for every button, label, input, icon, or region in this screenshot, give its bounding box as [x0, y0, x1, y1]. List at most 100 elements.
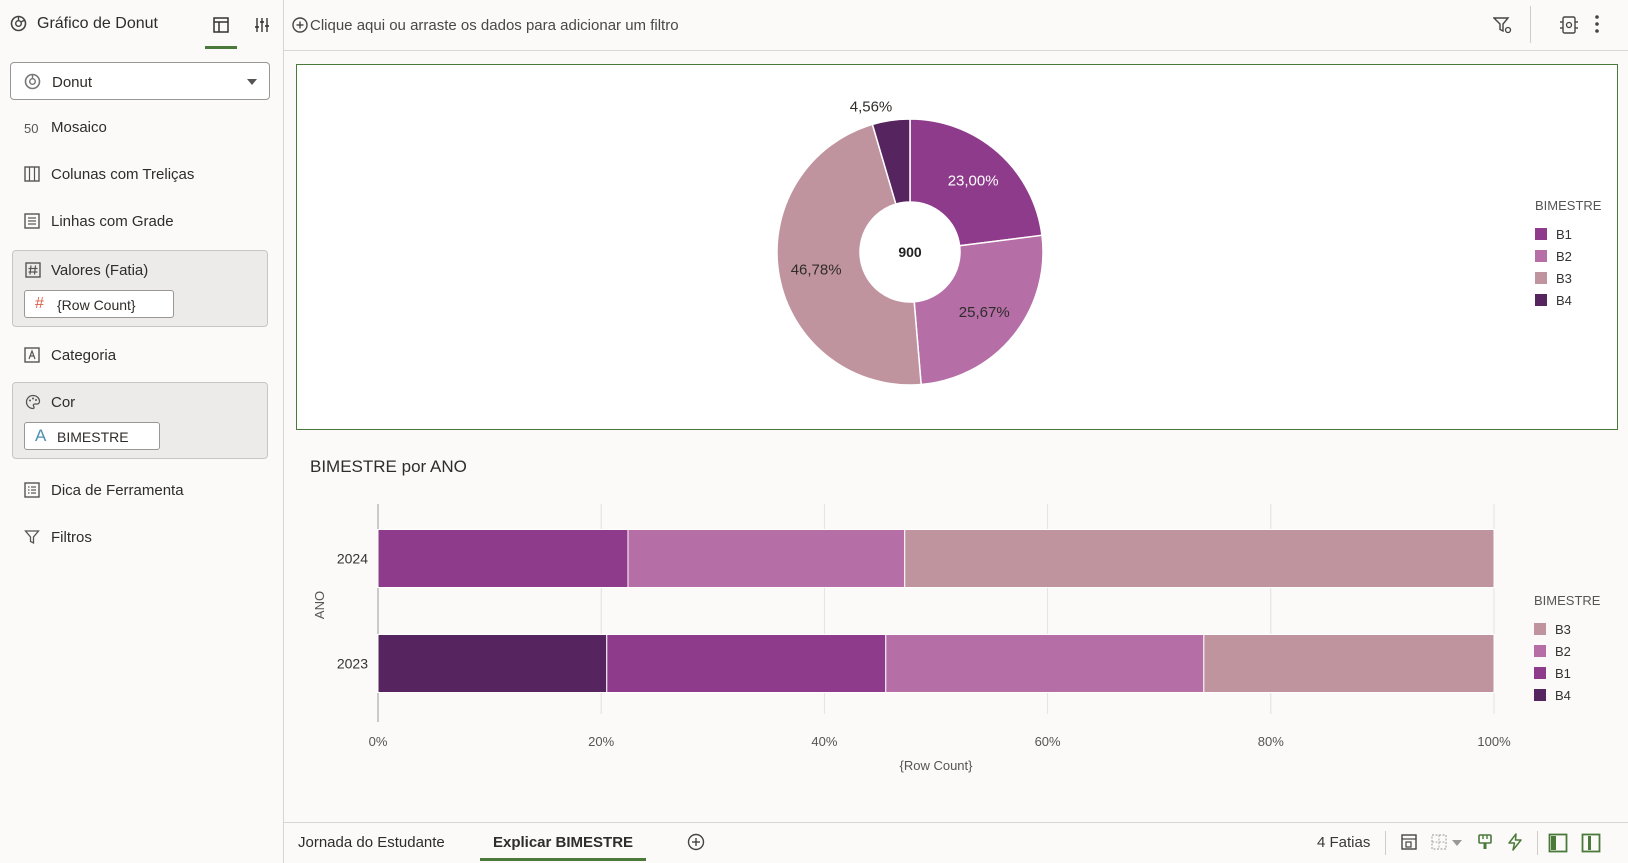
donut-slice-label: 4,56% — [850, 99, 893, 116]
bar-segment-2023-b1[interactable] — [606, 634, 887, 693]
panel-title: Gráfico de Donut — [37, 15, 158, 32]
auto-apply-icon[interactable] — [1506, 833, 1524, 851]
legend-label: B4 — [1556, 293, 1572, 308]
sliders-icon — [255, 18, 269, 32]
pill-label: {Row Count} — [57, 297, 136, 313]
chart-type-value: Donut — [52, 74, 93, 91]
legend-swatch — [1535, 228, 1547, 240]
section-label: Colunas com Treliças — [51, 166, 195, 183]
grid-layout-icon[interactable] — [1430, 833, 1448, 851]
canvas-properties-icon[interactable] — [1400, 833, 1418, 851]
add-canvas-icon[interactable] — [687, 833, 705, 851]
bar-chart-title: BIMESTRE por ANO — [310, 457, 467, 476]
section-label: Mosaico — [51, 119, 107, 136]
donut-slice-b3[interactable] — [776, 123, 922, 386]
y-tick-label: 2024 — [337, 551, 368, 567]
donut-chart[interactable]: 23,00% 25,67% 46,78% 4,56% 900 — [297, 65, 1617, 429]
donut-slice-label: 25,67% — [959, 304, 1010, 321]
donut-legend-title: BIMESTRE — [1535, 198, 1602, 213]
donut-slice-b2[interactable] — [913, 234, 1044, 386]
y-tick-label: 2023 — [337, 656, 368, 672]
bar-segment-2024-b2[interactable] — [627, 529, 906, 588]
bar-segment-2023-b4[interactable] — [377, 634, 608, 693]
bar-segment-2024-b3[interactable] — [904, 529, 1495, 588]
text-box-icon — [24, 347, 40, 363]
values-drop-zone[interactable]: Valores (Fatia) # {Row Count} — [12, 250, 268, 327]
layout-icon — [213, 17, 229, 33]
y-axis-title: ANO — [312, 591, 327, 619]
filter-bar[interactable]: Clique aqui ou arraste os dados para adi… — [284, 0, 1628, 51]
x-tick-label: 0% — [369, 734, 388, 749]
legend-swatch — [1534, 689, 1546, 701]
toolbar-divider — [1385, 831, 1386, 855]
x-tick-label: 100% — [1477, 734, 1511, 749]
bar-chart-panel[interactable]: BIMESTRE por ANO 0% 20% 40% 60% 80% 100% {Row … — [296, 444, 1618, 822]
mosaic-icon: 50 — [24, 121, 39, 136]
dashboard-filter-icon[interactable] — [1559, 15, 1579, 35]
bar-segment-2023-b2[interactable] — [885, 634, 1205, 693]
section-category[interactable]: Categoria — [12, 340, 268, 370]
section-grid-rows[interactable]: Linhas com Grade — [12, 206, 268, 236]
section-label: Linhas com Grade — [51, 213, 174, 230]
section-label: Filtros — [51, 529, 92, 546]
donut-chart-icon — [10, 15, 27, 32]
section-mosaic[interactable]: 50 Mosaico — [12, 112, 268, 142]
x-tick-label: 80% — [1258, 734, 1284, 749]
hash-icon: # — [35, 295, 44, 312]
color-pill[interactable]: A BIMESTRE — [24, 422, 160, 450]
toolbar-divider — [1537, 831, 1538, 855]
brush-icon[interactable] — [1476, 833, 1494, 851]
section-filters[interactable]: Filtros — [12, 522, 268, 552]
tab-explicar-bimestre[interactable]: Explicar BIMESTRE — [493, 834, 634, 851]
x-tick-label: 60% — [1035, 734, 1061, 749]
donut-slice-b4[interactable] — [871, 118, 911, 205]
donut-slice-label: 23,00% — [948, 172, 999, 189]
x-tick-label: 20% — [588, 734, 614, 749]
section-label: Valores (Fatia) — [51, 262, 149, 279]
section-label: Dica de Ferramenta — [51, 482, 184, 499]
legend-label: B2 — [1556, 249, 1572, 264]
bar-segment-2024-b1[interactable] — [377, 529, 629, 588]
stacked-bar-chart[interactable]: 0% 20% 40% 60% 80% 100% {Row Count} ANO 2024 2023 — [296, 444, 1618, 822]
more-options-icon[interactable] — [1594, 14, 1600, 34]
donut-chart-panel[interactable]: 23,00% 25,67% 46,78% 4,56% 900 BIMESTRE B1 B2… — [296, 64, 1618, 430]
grammar-panel: Gráfico de Donut — [0, 0, 284, 863]
filter-settings-icon[interactable] — [1493, 16, 1513, 35]
canvas-tab-bar: Jornada do Estudante Explicar BIMESTRE 4… — [284, 822, 1628, 863]
legend-swatch — [1534, 645, 1546, 657]
legend-label: B1 — [1555, 666, 1571, 681]
pill-label: BIMESTRE — [57, 429, 129, 445]
legend-label: B4 — [1555, 688, 1571, 703]
active-tab-indicator — [480, 858, 646, 861]
section-trellis-columns[interactable]: Colunas com Treliças — [12, 159, 268, 189]
color-drop-zone[interactable]: Cor A BIMESTRE — [12, 382, 268, 459]
properties-tab-button[interactable] — [248, 13, 276, 37]
donut-chart-icon — [24, 73, 41, 90]
legend-swatch — [1534, 667, 1546, 679]
section-tooltip[interactable]: Dica de Ferramenta — [12, 475, 268, 505]
bar-segment-2023-b3[interactable] — [1203, 634, 1495, 693]
x-axis-title: {Row Count} — [900, 758, 974, 773]
bar-legend-title: BIMESTRE — [1534, 593, 1601, 608]
values-pill[interactable]: # {Row Count} — [24, 290, 174, 318]
legend-swatch — [1535, 294, 1547, 306]
donut-center-total: 900 — [898, 244, 922, 260]
right-panel-toggle-icon[interactable] — [1581, 833, 1601, 853]
filter-placeholder[interactable]: Clique aqui ou arraste os dados para adi… — [310, 17, 679, 34]
section-label: Cor — [51, 394, 76, 411]
legend-swatch — [1535, 250, 1547, 262]
filter-icon — [24, 530, 40, 545]
legend-swatch — [1534, 623, 1546, 635]
tab-jornada-do-estudante[interactable]: Jornada do Estudante — [298, 834, 445, 851]
legend-swatch — [1535, 272, 1547, 284]
donut-slice-b1[interactable] — [909, 118, 1043, 247]
x-tick-label: 40% — [811, 734, 837, 749]
add-filter-icon[interactable] — [292, 17, 308, 33]
chart-type-select[interactable]: Donut — [10, 62, 270, 100]
chevron-down-icon[interactable] — [1452, 840, 1462, 846]
section-label: Categoria — [51, 347, 117, 364]
toolbar-divider — [1530, 6, 1531, 43]
grammar-tab-button[interactable] — [205, 13, 237, 49]
left-panel-toggle-icon[interactable] — [1548, 833, 1568, 853]
attribute-icon: A — [35, 426, 47, 445]
